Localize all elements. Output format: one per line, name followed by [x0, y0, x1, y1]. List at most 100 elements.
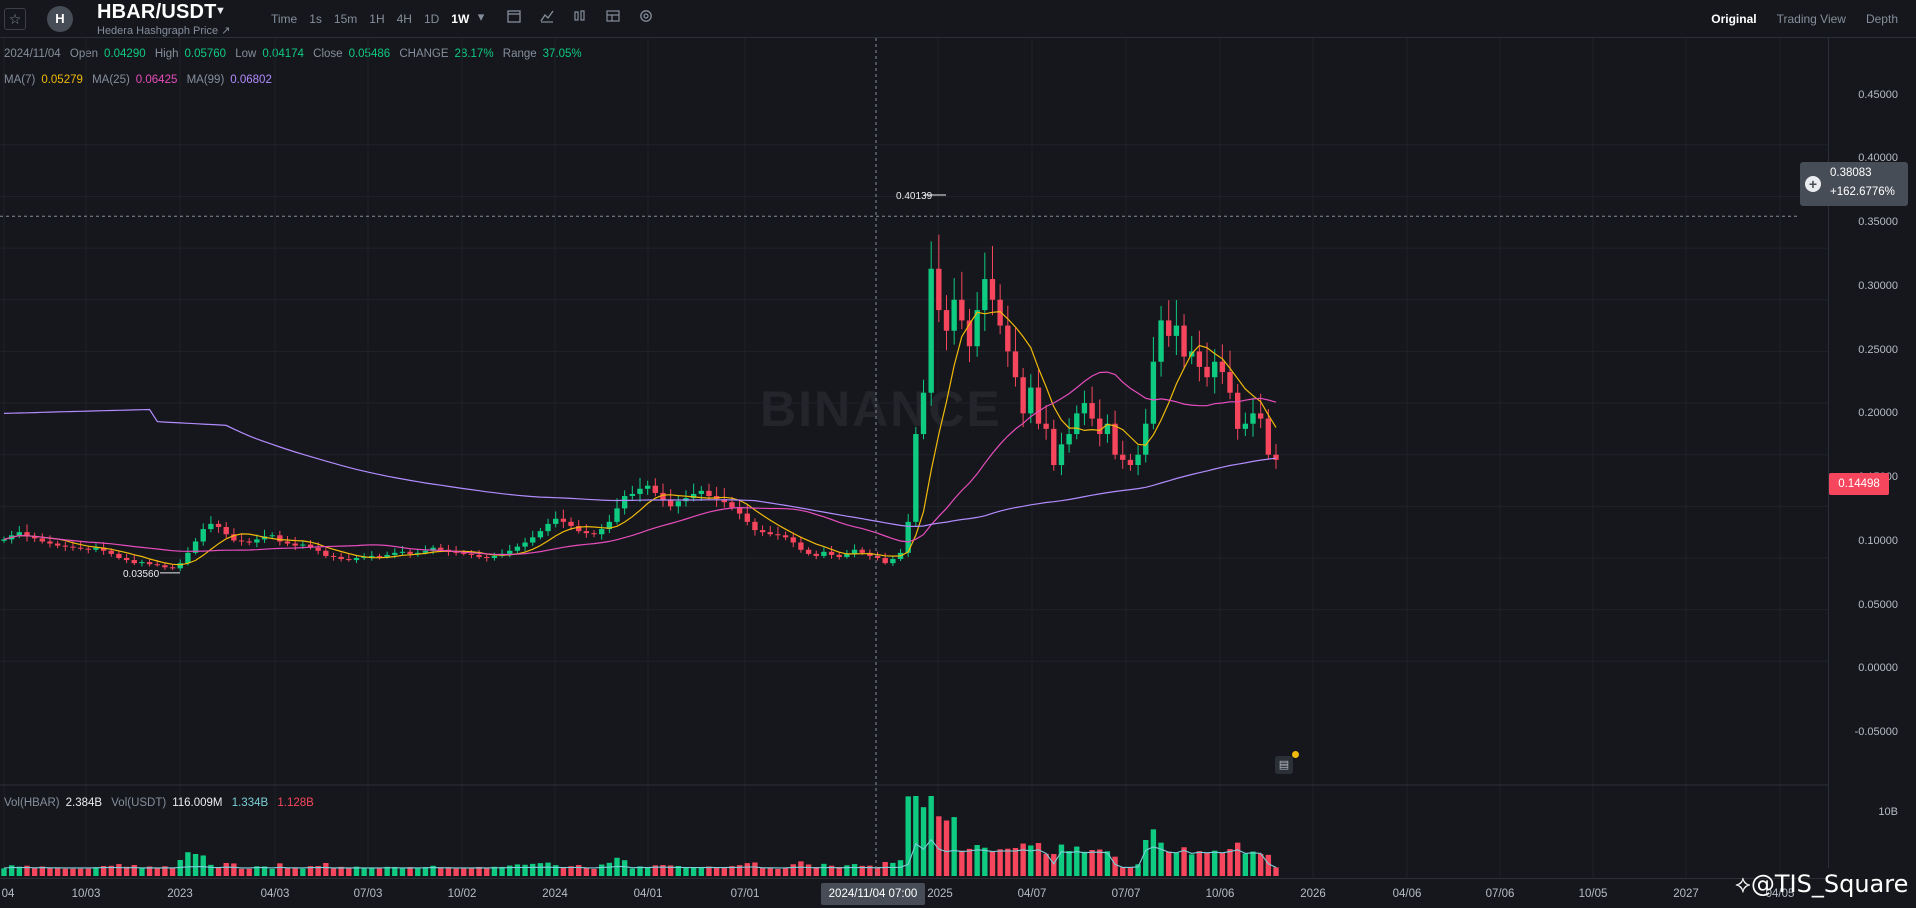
candle[interactable]	[1074, 413, 1080, 435]
price-chart[interactable]: 0.40139 0.03560	[0, 38, 1828, 878]
calendar-icon[interactable]	[506, 9, 522, 25]
candle[interactable]	[1166, 320, 1172, 336]
candle[interactable]	[146, 562, 153, 565]
candle[interactable]	[614, 508, 620, 522]
candle[interactable]	[920, 392, 927, 435]
candle[interactable]	[767, 532, 773, 535]
candle[interactable]	[974, 310, 980, 347]
candle[interactable]	[300, 544, 306, 546]
candle[interactable]	[1196, 351, 1203, 367]
candle[interactable]	[415, 552, 421, 554]
candle[interactable]	[208, 523, 214, 530]
candle[interactable]	[100, 547, 107, 551]
candle[interactable]	[54, 543, 61, 546]
candle[interactable]	[629, 493, 636, 497]
candle[interactable]	[85, 548, 91, 550]
candle[interactable]	[1051, 428, 1057, 466]
candle[interactable]	[660, 492, 666, 501]
candle[interactable]	[238, 540, 245, 542]
candle[interactable]	[798, 542, 804, 550]
candle[interactable]	[652, 485, 659, 493]
candle[interactable]	[1028, 387, 1034, 414]
candle[interactable]	[323, 550, 329, 556]
tab-depth[interactable]: Depth	[1865, 12, 1898, 26]
candle[interactable]	[813, 553, 819, 556]
candle[interactable]	[759, 530, 766, 533]
settings-icon[interactable]	[638, 9, 654, 25]
candle[interactable]	[790, 537, 796, 543]
candle[interactable]	[62, 545, 68, 547]
candle[interactable]	[47, 541, 53, 544]
candle[interactable]	[77, 547, 84, 549]
candle[interactable]	[576, 525, 582, 532]
candle[interactable]	[514, 546, 521, 551]
interval-1h[interactable]: 1H	[369, 12, 385, 26]
candle[interactable]	[507, 550, 513, 554]
candle[interactable]	[522, 542, 528, 547]
candle[interactable]	[782, 535, 789, 538]
candle[interactable]	[384, 554, 390, 557]
indicator-icon[interactable]	[539, 9, 555, 25]
candle[interactable]	[1158, 320, 1164, 362]
candle[interactable]	[200, 529, 206, 542]
candle[interactable]	[966, 320, 973, 347]
candle[interactable]	[997, 299, 1003, 326]
candle[interactable]	[484, 556, 490, 558]
tab-trading-view[interactable]: Trading View	[1776, 12, 1846, 26]
candle[interactable]	[1112, 423, 1118, 455]
candle[interactable]	[24, 532, 30, 537]
candle[interactable]	[284, 541, 291, 544]
candle[interactable]	[1043, 423, 1049, 429]
candle[interactable]	[407, 551, 413, 554]
candle[interactable]	[553, 518, 559, 524]
candle[interactable]	[1227, 372, 1233, 393]
candle[interactable]	[698, 490, 704, 494]
candle[interactable]	[928, 268, 934, 393]
candle[interactable]	[583, 531, 590, 534]
candle[interactable]	[330, 555, 337, 557]
candle[interactable]	[468, 553, 475, 555]
candle[interactable]	[1081, 403, 1088, 414]
interval-1s[interactable]: 1s	[309, 12, 322, 26]
candle[interactable]	[606, 521, 613, 530]
candle[interactable]	[951, 299, 957, 331]
candle[interactable]	[399, 551, 406, 553]
candle[interactable]	[1219, 361, 1226, 373]
candle[interactable]	[1257, 413, 1264, 419]
candle[interactable]	[1012, 351, 1019, 378]
candle[interactable]	[369, 555, 375, 557]
candle[interactable]	[1035, 387, 1042, 424]
candle[interactable]	[1204, 366, 1210, 378]
candle[interactable]	[246, 541, 252, 543]
candle[interactable]	[215, 523, 222, 528]
star-outline-icon[interactable]: ☆	[4, 8, 26, 30]
candle[interactable]	[560, 518, 567, 522]
candle[interactable]	[269, 535, 275, 537]
layout-icon[interactable]	[605, 9, 621, 25]
candle[interactable]	[1150, 361, 1157, 424]
candle[interactable]	[690, 493, 697, 499]
candle[interactable]	[39, 538, 45, 542]
add-alert-icon[interactable]: +	[1805, 176, 1821, 192]
candle[interactable]	[736, 507, 743, 514]
dropdown-caret-icon[interactable]: ▾	[477, 9, 485, 24]
candle[interactable]	[874, 555, 881, 558]
candle[interactable]	[491, 555, 498, 558]
candle[interactable]	[116, 553, 122, 558]
candle[interactable]	[1212, 361, 1218, 378]
candle[interactable]	[1066, 434, 1072, 445]
candle[interactable]	[461, 552, 467, 554]
candle[interactable]	[637, 488, 643, 494]
candle[interactable]	[231, 534, 237, 541]
candle[interactable]	[828, 551, 835, 555]
candle[interactable]	[844, 553, 850, 557]
candle[interactable]	[1089, 403, 1095, 419]
candle[interactable]	[836, 554, 842, 557]
candle[interactable]	[982, 279, 988, 311]
candle[interactable]	[70, 546, 76, 548]
candle[interactable]	[1143, 423, 1149, 455]
candle[interactable]	[131, 560, 137, 564]
candle[interactable]	[315, 547, 321, 551]
candle[interactable]	[1005, 325, 1011, 352]
candle[interactable]	[453, 551, 459, 553]
